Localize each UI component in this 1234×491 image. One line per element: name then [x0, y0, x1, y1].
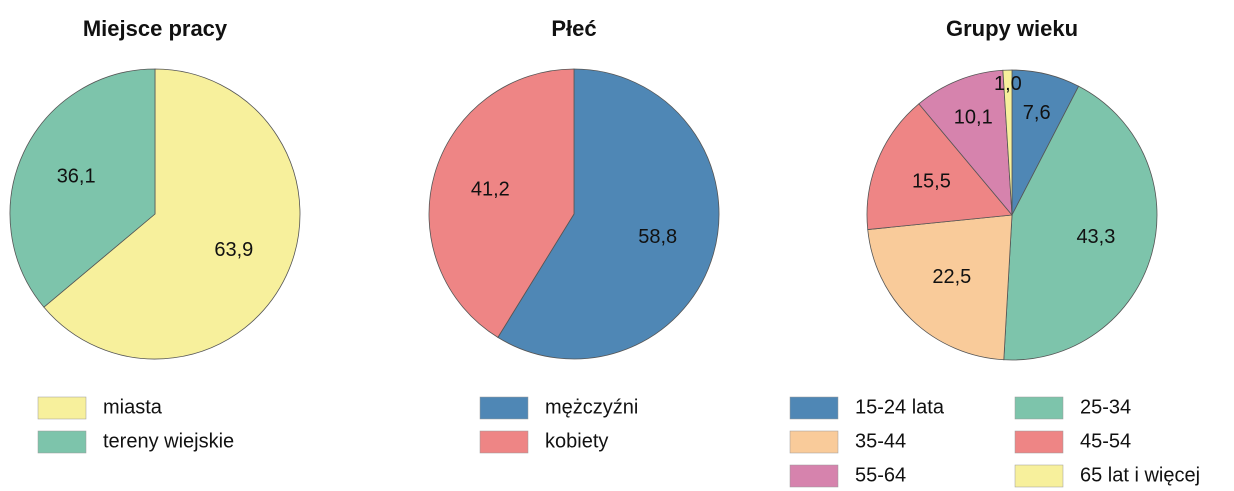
pie-slice: [866, 103, 1013, 230]
legend-label: 55-64: [855, 464, 906, 486]
legend-swatch: [37, 430, 87, 454]
pie-slice: [1002, 69, 1013, 216]
data-label: 63,9: [214, 239, 253, 261]
legend-label: 15-24 lata: [855, 396, 945, 418]
legend-swatch: [479, 396, 529, 420]
pie-slice: [867, 214, 1013, 361]
pie-slice: [918, 69, 1013, 217]
legend-swatch: [479, 430, 529, 454]
legend-label: 25-34: [1080, 396, 1131, 418]
data-label: 10,1: [954, 106, 993, 128]
pie-slice: [43, 68, 301, 360]
pie-slice: [497, 68, 720, 360]
chart-title: Grupy wieku: [946, 16, 1078, 41]
data-label: 15,5: [912, 170, 951, 192]
data-label: 1,0: [994, 73, 1022, 95]
data-label: 36,1: [57, 165, 96, 187]
legend-label: 65 lat i więcej: [1080, 464, 1200, 486]
pie-slice: [428, 68, 575, 338]
legend-swatch: [789, 430, 839, 454]
legend-label: miasta: [103, 396, 163, 418]
legend-label: mężczyźni: [545, 396, 638, 418]
legend-swatch: [1014, 430, 1064, 454]
data-label: 43,3: [1076, 226, 1115, 248]
legend-swatch: [789, 464, 839, 488]
legend-swatch: [37, 396, 87, 420]
pie-slice: [9, 68, 156, 308]
chart-title: Miejsce pracy: [83, 16, 228, 41]
legend-label: 35-44: [855, 430, 906, 452]
data-label: 22,5: [932, 266, 971, 288]
legend-label: tereny wiejskie: [103, 430, 234, 452]
legend-label: 45-54: [1080, 430, 1131, 452]
pie-slice: [1003, 85, 1158, 361]
data-label: 58,8: [638, 226, 677, 248]
legend-swatch: [1014, 396, 1064, 420]
data-label: 41,2: [471, 179, 510, 201]
legend-swatch: [789, 396, 839, 420]
legend-label: kobiety: [545, 430, 608, 452]
chart-title: Płeć: [551, 16, 596, 41]
legend-swatch: [1014, 464, 1064, 488]
data-label: 7,6: [1023, 102, 1051, 124]
